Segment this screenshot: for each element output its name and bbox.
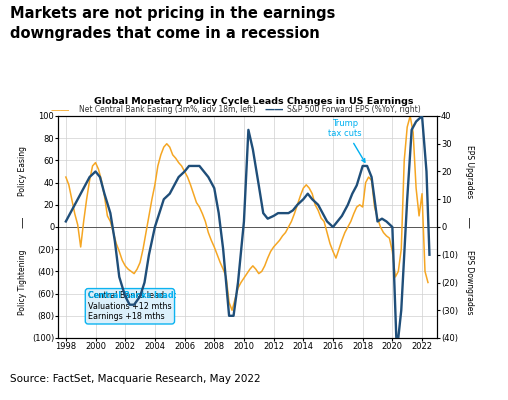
- Text: EPS Upgrades: EPS Upgrades: [464, 145, 473, 198]
- Text: Source: FactSet, Macquarie Research, May 2022: Source: FactSet, Macquarie Research, May…: [10, 374, 261, 384]
- Text: downgrades that come in a recession: downgrades that come in a recession: [10, 26, 320, 41]
- Text: Policy Tightening: Policy Tightening: [18, 250, 27, 315]
- Text: Net Central Bank Easing (3m%, adv 18m, left): Net Central Bank Easing (3m%, adv 18m, l…: [79, 106, 256, 114]
- Text: S&P 500 Forward EPS (%YoY, right): S&P 500 Forward EPS (%YoY, right): [287, 106, 421, 114]
- Text: Central Banks lead:: Central Banks lead:: [88, 291, 177, 300]
- Text: ——: ——: [264, 105, 283, 115]
- Text: |: |: [467, 217, 471, 228]
- Text: EPS Downgrades: EPS Downgrades: [464, 250, 473, 315]
- Text: Markets are not pricing in the earnings: Markets are not pricing in the earnings: [10, 6, 336, 21]
- Text: ——: ——: [51, 105, 70, 115]
- Text: Global Monetary Policy Cycle Leads Changes in US Earnings: Global Monetary Policy Cycle Leads Chang…: [94, 97, 414, 106]
- Text: Trump
tax cuts: Trump tax cuts: [328, 119, 365, 162]
- Text: Central Banks lead:
Valuations +12 mths
Earnings +18 mths: Central Banks lead: Valuations +12 mths …: [88, 291, 172, 321]
- Text: |: |: [21, 217, 24, 228]
- Text: Policy Easing: Policy Easing: [18, 146, 27, 196]
